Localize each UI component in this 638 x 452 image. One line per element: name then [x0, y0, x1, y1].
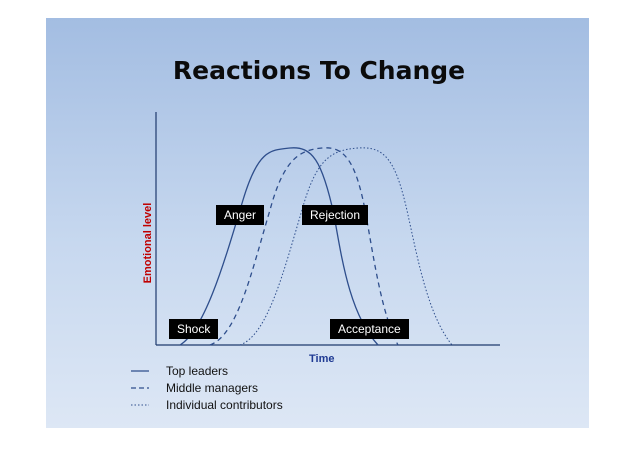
curve-individual-contributors	[239, 147, 453, 346]
legend-item-middle-managers: Middle managers	[166, 381, 259, 395]
curve-top-leaders	[179, 147, 379, 346]
curve-middle-managers	[209, 147, 399, 346]
x-axis-label: Time	[309, 353, 335, 365]
phase-label-rejection: Rejection	[302, 205, 369, 225]
legend-item-top-leaders: Top leaders	[166, 364, 229, 378]
phase-label-anger: Anger	[216, 205, 265, 225]
phase-label-shock: Shock	[169, 319, 219, 339]
legend-item-individual-contributors: Individual contributors	[166, 398, 283, 412]
slide-title: Reactions To Change	[172, 56, 466, 85]
phase-label-acceptance: Acceptance	[330, 319, 409, 339]
y-axis-label: Emotional level	[142, 202, 154, 284]
